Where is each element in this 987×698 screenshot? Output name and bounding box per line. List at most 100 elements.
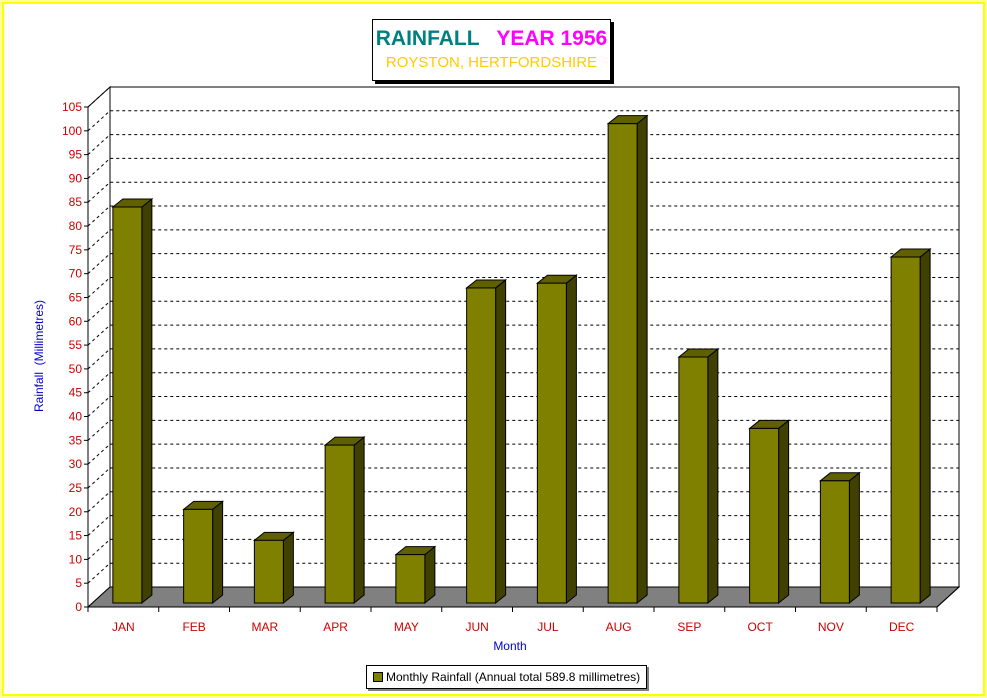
bar-side [282, 531, 294, 605]
bar-side [636, 114, 648, 605]
y-tick-label: 75 [69, 243, 83, 257]
bar-front [749, 427, 780, 604]
gridline [87, 110, 959, 132]
gridline [87, 491, 959, 513]
gridline [87, 419, 959, 441]
bar-front [395, 554, 426, 604]
bar-front [253, 539, 284, 604]
y-tick-label: 80 [69, 219, 83, 233]
bar-dec [889, 247, 932, 605]
title-box: RAINFALL YEAR 1956 ROYSTON, HERTFORDSHIR… [372, 19, 611, 81]
y-tick-label: 40 [69, 410, 83, 424]
y-tick-label: 25 [69, 481, 83, 495]
title-main: RAINFALL [375, 27, 480, 50]
legend-label: Monthly Rainfall (Annual total 589.8 mil… [386, 670, 641, 684]
x-tick-label: NOV [818, 620, 844, 634]
bar-side [141, 197, 153, 605]
y-tick-label: 0 [75, 600, 82, 614]
x-tick-label: JUL [537, 620, 559, 634]
bar-front [819, 480, 850, 604]
gridline [87, 467, 959, 489]
y-tick-label: 55 [69, 338, 83, 352]
gridline [87, 324, 959, 346]
y-tick-label: 70 [69, 267, 83, 281]
chart-subtitle: ROYSTON, HERTFORDSHIRE [385, 54, 598, 71]
bar-jun [465, 278, 508, 605]
gridline [87, 515, 959, 536]
bar-side [353, 436, 365, 605]
bar-side [565, 274, 577, 605]
gridline [87, 372, 959, 394]
bar-apr [323, 436, 366, 605]
y-tick-label: 35 [69, 433, 83, 447]
x-tick-label: SEP [677, 620, 701, 634]
legend: Monthly Rainfall (Annual total 589.8 mil… [366, 665, 648, 689]
y-axis-label: Rainfall (Millimetres) [32, 300, 46, 412]
gridline [87, 134, 959, 155]
gridline [87, 396, 959, 417]
gridline [87, 348, 959, 370]
gridline [87, 443, 959, 465]
bar-side [424, 545, 436, 605]
bar-may [394, 545, 437, 605]
x-tick-label: AUG [606, 620, 632, 634]
legend-swatch [373, 672, 383, 682]
bar-front [466, 287, 497, 604]
bar-side [848, 471, 860, 605]
bar-side [919, 247, 931, 605]
bar-side [495, 278, 507, 605]
bar-front [678, 356, 709, 604]
floor-edge [936, 586, 960, 608]
bar-side [707, 347, 719, 605]
bar-front [112, 206, 143, 604]
x-axis-label: Month [493, 639, 526, 653]
y-tick-label: 20 [69, 505, 83, 519]
gridline [87, 205, 959, 227]
gridline [87, 157, 959, 179]
y-tick-label: 5 [75, 576, 82, 590]
bar-front [890, 256, 921, 604]
gridline [87, 253, 959, 275]
bar-side [212, 500, 224, 605]
bar-front [607, 123, 638, 604]
title-year: YEAR 1956 [496, 27, 608, 50]
bar-jul [535, 274, 578, 605]
back-wall [109, 86, 960, 588]
y-tick-label: 85 [69, 195, 83, 209]
x-tick-label: JUN [465, 620, 488, 634]
bar-mar [252, 531, 295, 605]
bar-sep [677, 347, 720, 605]
gridline [87, 562, 959, 584]
gridline [87, 229, 959, 251]
bars [111, 114, 932, 605]
gridline [87, 300, 959, 322]
x-tick-label: DEC [889, 620, 915, 634]
y-tick-label: 50 [69, 362, 83, 376]
bar-front [183, 508, 214, 604]
y-tick-label: 95 [69, 148, 83, 162]
bar-front [536, 282, 567, 604]
bar-feb [182, 500, 225, 605]
x-tick-label: MAR [252, 620, 279, 634]
x-tick-label: OCT [747, 620, 773, 634]
bar-aug [606, 114, 649, 605]
y-tick-label: 15 [69, 529, 83, 543]
gridlines [87, 86, 959, 584]
y-axis: 0 5 10 15 20 25 30 35 40 45 50 55 60 65 70 75 80 85 90 95 10… [62, 100, 89, 614]
bar-side [778, 419, 790, 605]
gridline [87, 181, 959, 203]
x-tick-label: MAY [394, 620, 419, 634]
gridline [87, 276, 959, 298]
y-tick-label: 90 [69, 171, 83, 185]
bar-nov [818, 471, 861, 605]
y-tick-label: 10 [69, 552, 83, 566]
y-tick-label: 45 [69, 386, 83, 400]
chart-walls [87, 85, 960, 609]
bar-jan [111, 197, 154, 605]
side-wall [87, 85, 111, 609]
y-tick-label: 30 [69, 457, 83, 471]
y-tick-label: 60 [69, 314, 83, 328]
x-tick-label: JAN [112, 620, 135, 634]
gridline [87, 86, 959, 108]
